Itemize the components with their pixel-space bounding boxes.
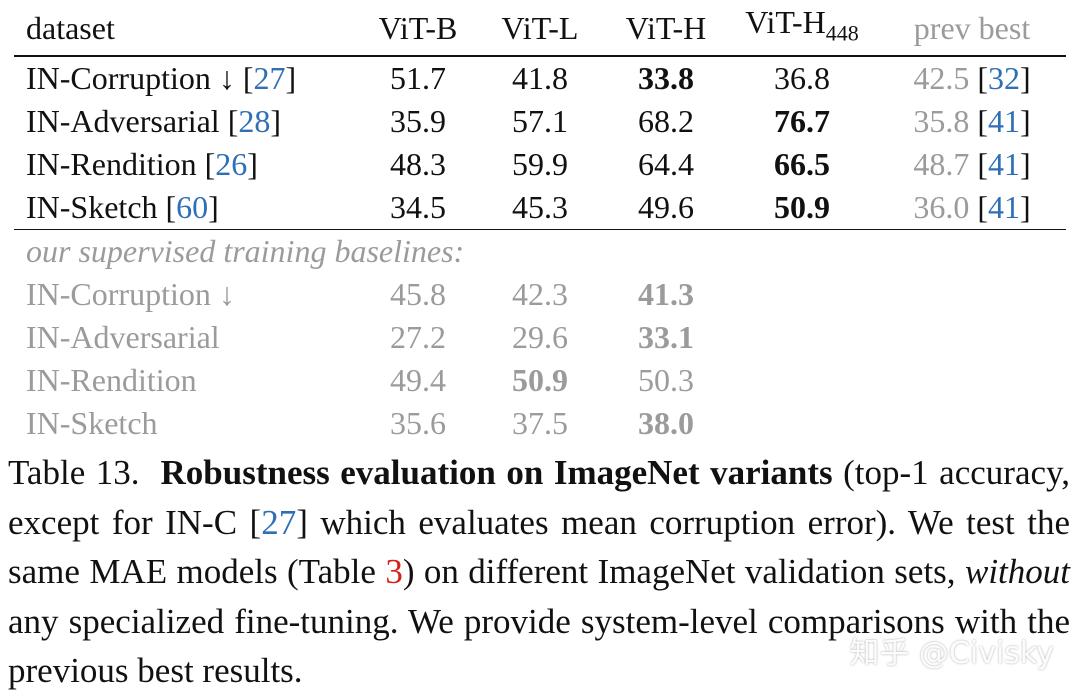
- baseline-label: IN-Adversarial: [26, 319, 220, 356]
- prev-best-citation[interactable]: 41: [988, 146, 1020, 183]
- header-vit-b: ViT-B: [378, 9, 458, 46]
- value-cell: 45.3: [474, 186, 606, 231]
- caption-text-2: ] which evaluates mean corruption error)…: [8, 502, 1070, 592]
- baseline-value-cell: 29.6: [512, 319, 568, 356]
- citation-link[interactable]: 26: [215, 146, 248, 183]
- baseline-label: IN-Rendition: [26, 362, 197, 399]
- baseline-value-cell: 33.1: [638, 319, 694, 356]
- table-caption: Table 13. Robustness evaluation on Image…: [8, 448, 1070, 696]
- caption-text-4: any specialized fine-tuning. We provide …: [8, 601, 1070, 691]
- header-prev-best: prev best: [913, 9, 1031, 46]
- baseline-value-cell: 49.4: [390, 362, 446, 399]
- row-label: IN-Sketch [60]: [14, 186, 362, 231]
- caption-ref-27[interactable]: 27: [261, 502, 297, 542]
- empty-cell: [726, 316, 878, 359]
- empty-cell: [726, 273, 878, 316]
- baseline-value-cell: 27.2: [390, 319, 446, 356]
- prev-best-value: 35.8: [913, 103, 970, 140]
- baseline-row: IN-Rendition 49.4 50.9 50.3: [14, 359, 1066, 402]
- baseline-value-cell: 38.0: [638, 405, 694, 442]
- empty-cell: [878, 402, 1066, 445]
- baseline-label: IN-Sketch: [26, 405, 158, 442]
- citation-link[interactable]: 27: [253, 60, 286, 97]
- header-vit-l: ViT-L: [501, 9, 579, 46]
- baseline-row: IN-Corruption ↓ 45.8 42.3 41.3: [14, 273, 1066, 316]
- value-cell: 34.5: [362, 186, 474, 231]
- prev-best-cell: 35.8 [41]: [913, 103, 1031, 140]
- dataset-name: IN-Adversarial: [26, 103, 228, 140]
- table-row: IN-Rendition [26] 48.3 59.9 64.4 66.5 48.7 [4…: [14, 143, 1066, 186]
- baseline-value-cell: 50.9: [512, 362, 568, 399]
- value-cell: 51.7: [390, 60, 446, 97]
- table-header-row: dataset ViT-B ViT-L ViT-H ViT-H448 prev …: [14, 0, 1066, 57]
- value-cell: 68.2: [638, 103, 694, 140]
- baseline-value-cell: 42.3: [512, 276, 568, 313]
- value-cell: 59.9: [512, 146, 568, 183]
- table-row: IN-Corruption ↓ [27] 51.7 41.8 33.8 36.8 42.5…: [14, 56, 1066, 100]
- header-vit-h448-base: ViT-H: [745, 4, 826, 40]
- empty-cell: [878, 359, 1066, 402]
- baseline-value-cell: 50.3: [638, 362, 694, 399]
- baseline-results-body: our supervised training baselines: IN-Co…: [14, 230, 1066, 446]
- value-cell: 41.8: [512, 60, 568, 97]
- caption-ref-table-3[interactable]: 3: [385, 552, 403, 591]
- baseline-label: IN-Corruption ↓: [26, 276, 235, 313]
- value-cell: 57.1: [512, 103, 568, 140]
- empty-cell: [726, 359, 878, 402]
- baseline-row: IN-Sketch 35.6 37.5 38.0: [14, 402, 1066, 445]
- header-vit-h448-sub: 448: [825, 20, 859, 46]
- table-row: IN-Sketch [60] 34.5 45.3 49.6 50.9 36.0 [41]: [14, 186, 1066, 231]
- row-label: IN-Adversarial [28]: [26, 103, 281, 140]
- main-results-body: IN-Corruption ↓ [27] 51.7 41.8 33.8 36.8 42.5…: [14, 56, 1066, 231]
- dataset-name: IN-Corruption ↓: [26, 60, 243, 97]
- empty-cell: [878, 316, 1066, 359]
- caption-italic: without: [964, 552, 1070, 591]
- robustness-table: dataset ViT-B ViT-L ViT-H ViT-H448 prev …: [14, 0, 1066, 445]
- prev-best-value: 42.5: [913, 60, 970, 97]
- section-row: our supervised training baselines:: [14, 230, 1066, 274]
- header-vit-h: ViT-H: [625, 9, 707, 46]
- prev-best-citation[interactable]: 41: [988, 189, 1020, 226]
- watermark: 知乎 @Civisky: [849, 636, 1054, 671]
- table-row: IN-Adversarial [28] 35.9 57.1 68.2 76.7 35.8 …: [14, 100, 1066, 143]
- baseline-value-cell: 41.3: [638, 276, 694, 313]
- baseline-row: IN-Adversarial 27.2 29.6 33.1: [14, 316, 1066, 359]
- caption-text-1: (top-1 accuracy, except for IN-C [: [8, 453, 1070, 542]
- caption-text-3: ) on different ImageNet validation sets,: [402, 552, 965, 591]
- caption-paragraph: Table 13. Robustness evaluation on Image…: [8, 448, 1070, 696]
- citation-link[interactable]: 28: [238, 103, 271, 140]
- row-label: IN-Corruption ↓ [27]: [26, 60, 297, 97]
- value-cell: 66.5: [774, 146, 830, 183]
- value-cell: 49.6: [606, 186, 726, 231]
- caption-label: Table 13.: [8, 453, 140, 492]
- prev-best-cell: 36.0 [41]: [878, 186, 1066, 231]
- value-cell: 48.3: [390, 146, 446, 183]
- value-cell: 33.8: [638, 60, 694, 97]
- baseline-value-cell: 45.8: [390, 276, 446, 313]
- value-cell: 50.9: [726, 186, 878, 231]
- header-vit-h448: ViT-H448: [726, 0, 878, 56]
- dataset-name: IN-Rendition: [26, 146, 205, 183]
- prev-best-citation[interactable]: 41: [988, 103, 1020, 140]
- caption-title: Robustness evaluation on ImageNet varian…: [160, 453, 833, 492]
- value-cell: 35.9: [390, 103, 446, 140]
- baseline-value-cell: 37.5: [512, 405, 568, 442]
- prev-best-cell: 48.7 [41]: [913, 146, 1031, 183]
- dataset-name: IN-Sketch: [26, 189, 166, 226]
- prev-best-cell: 42.5 [32]: [913, 60, 1031, 97]
- row-label: IN-Rendition [26]: [26, 146, 258, 183]
- citation-link[interactable]: 60: [176, 189, 209, 226]
- section-label: our supervised training baselines:: [26, 233, 465, 270]
- prev-best-value: 36.0: [913, 189, 970, 226]
- prev-best-citation[interactable]: 32: [988, 60, 1020, 97]
- baseline-value-cell: 35.6: [390, 405, 446, 442]
- value-cell: 76.7: [774, 103, 830, 140]
- results-table-container: dataset ViT-B ViT-L ViT-H ViT-H448 prev …: [14, 0, 1066, 445]
- value-cell: 64.4: [638, 146, 694, 183]
- empty-cell: [878, 273, 1066, 316]
- prev-best-value: 48.7: [913, 146, 970, 183]
- empty-cell: [726, 402, 878, 445]
- header-dataset: dataset: [26, 9, 115, 46]
- value-cell: 36.8: [774, 60, 830, 97]
